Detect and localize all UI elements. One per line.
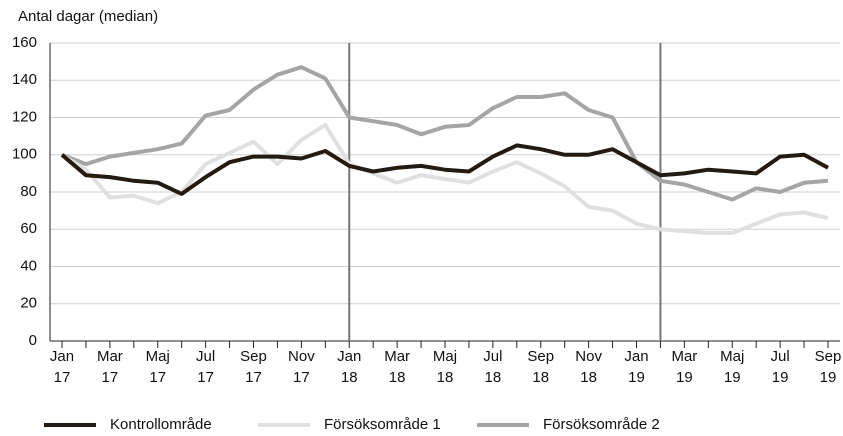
x-tick-label: Mar 19: [671, 348, 698, 386]
y-tick-label: 20: [20, 295, 37, 312]
series-line: [61, 65, 829, 202]
y-tick-label: 60: [20, 220, 37, 237]
x-tick-label: Mar 17: [96, 348, 123, 386]
x-tick-label: Jan 18: [337, 348, 362, 386]
legend-label: Försöksområde 1: [324, 416, 441, 433]
x-tick-label: Jul 17: [196, 348, 216, 386]
legend-label: Kontrollområde: [110, 416, 212, 433]
x-tick-label: Maj 17: [145, 348, 170, 386]
x-tick-label: Jan 17: [49, 348, 75, 386]
legend-label: Försöksområde 2: [543, 416, 660, 433]
y-tick-label: 0: [29, 332, 37, 349]
x-tick-label: Maj 18: [432, 348, 458, 386]
x-tick-label: Jan 19: [624, 348, 649, 386]
x-tick-label: Mar 18: [384, 348, 411, 386]
x-tick-label: Jul 18: [483, 348, 503, 386]
x-tick-label: Sep 19: [814, 348, 842, 386]
y-tick-label: 160: [12, 34, 37, 51]
y-tick-label: 80: [20, 183, 37, 200]
y-tick-label: 120: [12, 108, 37, 125]
x-tick-label: Sep 17: [240, 348, 267, 386]
y-tick-label: 140: [12, 71, 37, 88]
series-line: [60, 123, 829, 235]
y-tick-label: 100: [12, 146, 37, 163]
x-tick-label: Maj 19: [720, 348, 745, 386]
x-tick-label: Sep 18: [527, 348, 555, 386]
y-axis-label: Antal dagar (median): [18, 8, 158, 25]
series-line: [60, 143, 829, 196]
y-tick-label: 40: [20, 257, 37, 274]
x-tick-label: Nov 18: [575, 348, 602, 386]
x-tick-label: Nov 17: [288, 348, 315, 386]
x-tick-label: Jul 19: [770, 348, 790, 386]
